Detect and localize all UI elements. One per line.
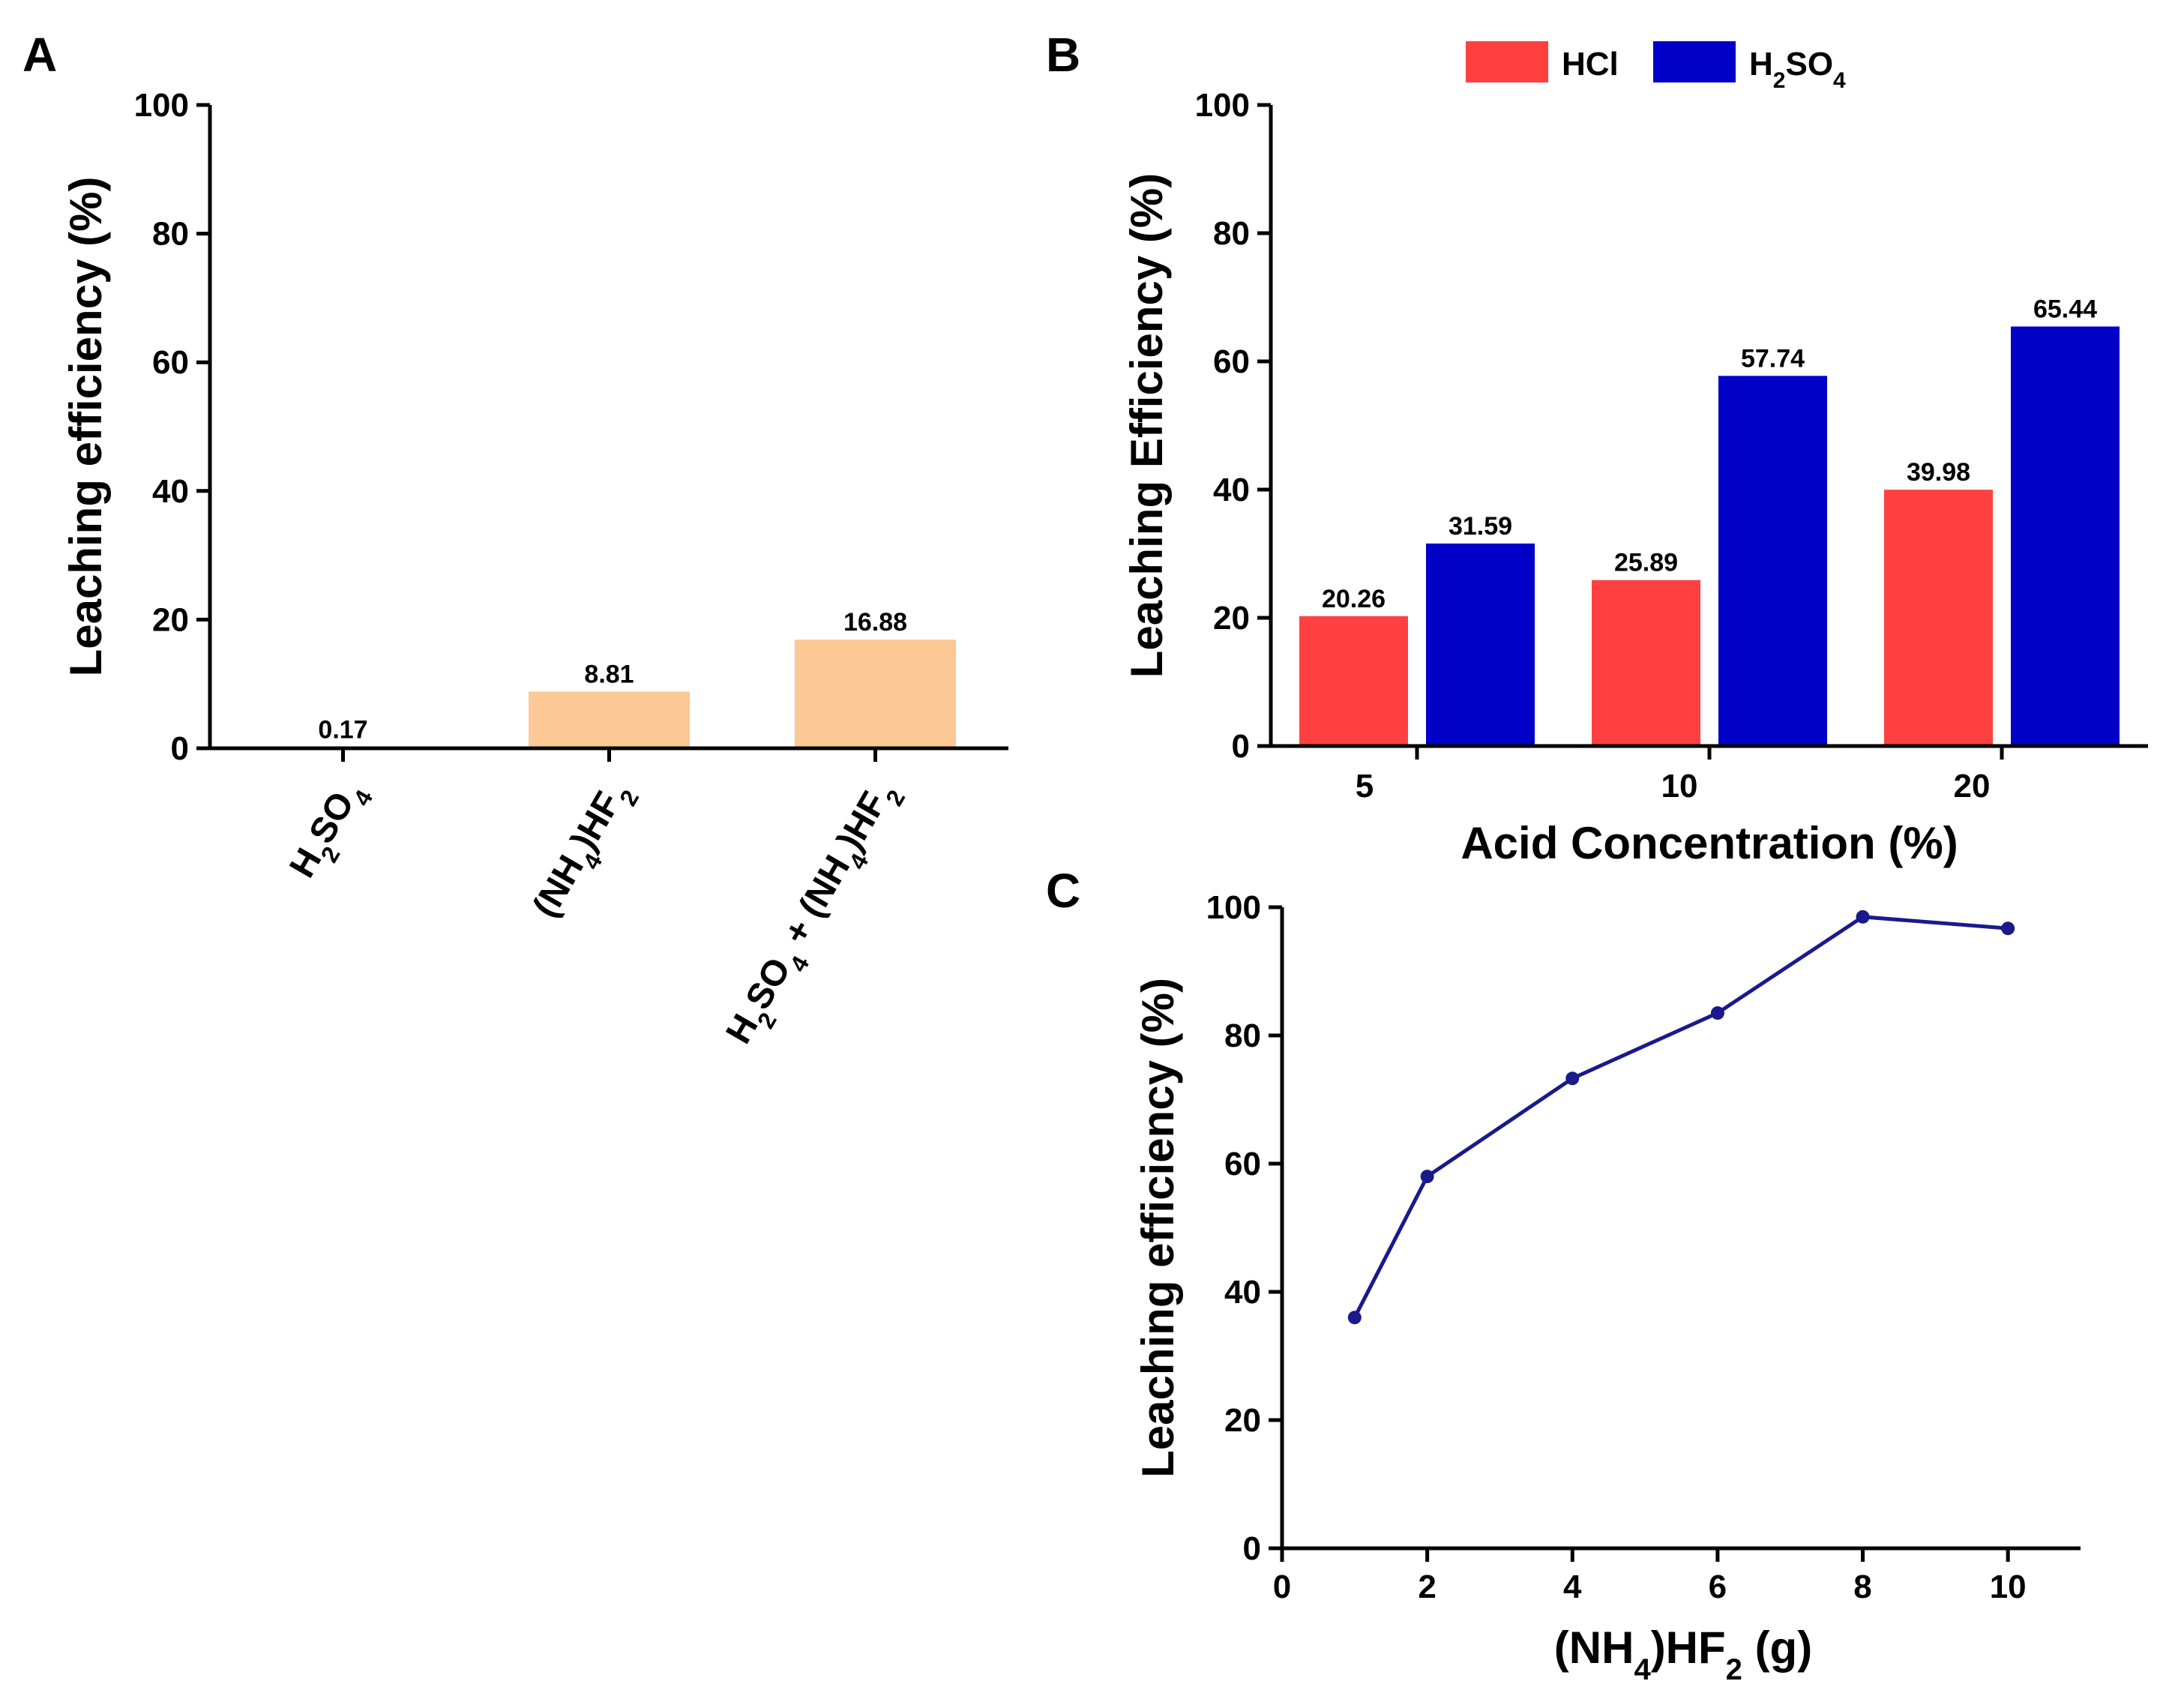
panel-b-y-tick-label-4: 80	[1213, 215, 1250, 252]
panel-c-point-0	[1347, 1311, 1362, 1325]
panel-b-bar-1-1	[1718, 376, 1827, 746]
panel-a-y-tick-label-2: 40	[152, 473, 189, 510]
panel-c-series-line	[1353, 915, 2009, 1319]
panel-b-legend-swatch-1	[1653, 41, 1736, 82]
panel-letter-c: C	[1046, 864, 1080, 918]
panel-b-bar-1-0	[1426, 543, 1535, 746]
panel-a-x-tick-label-2: H2SO4 + (NH4)HF2	[719, 774, 911, 1056]
panel-a-y-axis-title: Leaching efficiency (%)	[61, 177, 111, 677]
panel-b-legend: HCl H2SO4	[1466, 41, 1846, 93]
panel-b-legend-swatch-0	[1466, 41, 1548, 82]
panel-b-y-tick-label-3: 60	[1213, 343, 1250, 380]
panel-a-bar-chart: 0.17 8.81 16.88 0 20 40 60 80 100 H2SO4 (NH4)HF2…	[61, 87, 1008, 1056]
panel-b-bar-label-0-1: 25.89	[1614, 549, 1678, 577]
panel-c-x-tick-label-2: 4	[1563, 1569, 1582, 1605]
panel-c-point-5	[2001, 921, 2015, 936]
panel-b-legend-label-1: H2SO4	[1749, 46, 1846, 93]
panel-c-line-chart: 0 20 40 60 80 100 0 2 4 6 8 10 Leaching efficiency…	[1133, 889, 2081, 1686]
panel-b-bar-label-1-2: 65.44	[2033, 295, 2097, 323]
panel-b-bar-label-1-0: 31.59	[1449, 512, 1512, 541]
panel-b-bar-0-1	[1592, 580, 1700, 746]
panel-c-x-axis-title: (NH4)HF2 (g)	[1554, 1623, 1812, 1686]
panel-b-y-tick-label-0: 0	[1232, 728, 1250, 765]
panel-a-y-tick-label-4: 80	[152, 216, 189, 253]
panel-b-y-tick-label-2: 40	[1213, 472, 1250, 508]
panel-b-y-tick-label-5: 100	[1195, 87, 1250, 124]
panel-a-bar-label-1: 8.81	[584, 660, 634, 688]
panel-a-bar-2	[795, 640, 956, 748]
panel-b-y-axis-title: Leaching Efficiency (%)	[1122, 173, 1172, 678]
panel-b-bar-label-1-1: 57.74	[1741, 344, 1805, 373]
panel-b-legend-label-0: HCl	[1562, 46, 1619, 82]
panel-a-bar-label-2: 16.88	[843, 608, 907, 637]
panel-c-x-tick-label-4: 8	[1853, 1569, 1871, 1605]
panel-b-bar-label-0-0: 20.26	[1322, 585, 1386, 613]
panel-c-x-tick-label-3: 6	[1709, 1569, 1727, 1605]
panel-a-bar-1	[529, 691, 690, 748]
panel-c-y-tick-label-2: 40	[1224, 1274, 1261, 1311]
panel-a-y-tick-label-0: 0	[171, 730, 189, 767]
panel-c-y-tick-label-3: 60	[1224, 1146, 1261, 1182]
panel-b-x-tick-label-0: 5	[1356, 768, 1374, 805]
panel-c-x-tick-label-1: 2	[1418, 1569, 1436, 1605]
panel-b-bar-1-2	[2011, 326, 2120, 746]
panel-a-bar-label-0: 0.17	[318, 716, 367, 745]
panel-b-bar-0-2	[1884, 490, 1993, 746]
panel-a-x-tick-label-1: (NH4)HF2	[526, 774, 644, 929]
panel-c-y-tick-label-5: 100	[1206, 889, 1261, 926]
panel-b-x-tick-label-2: 20	[1954, 768, 1991, 805]
panel-b-bar-0-0	[1299, 616, 1408, 746]
panel-letter-b: B	[1046, 28, 1080, 82]
panel-c-y-tick-label-0: 0	[1243, 1530, 1261, 1567]
panel-a-y-tick-label-5: 100	[134, 87, 189, 124]
panel-b-grouped-bar-chart: 20.26 31.59 25.89 57.74 39.98 65.44 0 20 40 60 80…	[1122, 41, 2148, 868]
panel-a-y-tick-label-1: 20	[152, 601, 189, 638]
panel-b-x-tick-label-1: 10	[1661, 768, 1698, 805]
panel-a-y-tick-label-3: 60	[152, 344, 189, 381]
panel-letter-a: A	[22, 28, 57, 82]
panel-c-point-1	[1420, 1170, 1434, 1184]
panel-c-point-3	[1710, 1006, 1724, 1020]
panel-b-y-tick-label-1: 20	[1213, 600, 1250, 637]
panel-c-point-4	[1856, 909, 1870, 924]
panel-c-x-tick-label-0: 0	[1273, 1569, 1291, 1605]
panel-c-x-tick-label-5: 10	[1990, 1569, 2027, 1605]
panel-c-y-axis-title: Leaching efficiency (%)	[1133, 978, 1183, 1478]
panel-c-y-tick-label-4: 80	[1224, 1017, 1261, 1054]
panel-c-y-tick-label-1: 20	[1224, 1402, 1261, 1439]
panel-b-bar-label-0-2: 39.98	[1907, 458, 1970, 487]
panel-c-point-2	[1565, 1071, 1580, 1086]
panel-a-x-tick-label-0: H2SO4	[282, 774, 378, 890]
panel-b-x-axis-title: Acid Concentration (%)	[1460, 818, 1958, 868]
